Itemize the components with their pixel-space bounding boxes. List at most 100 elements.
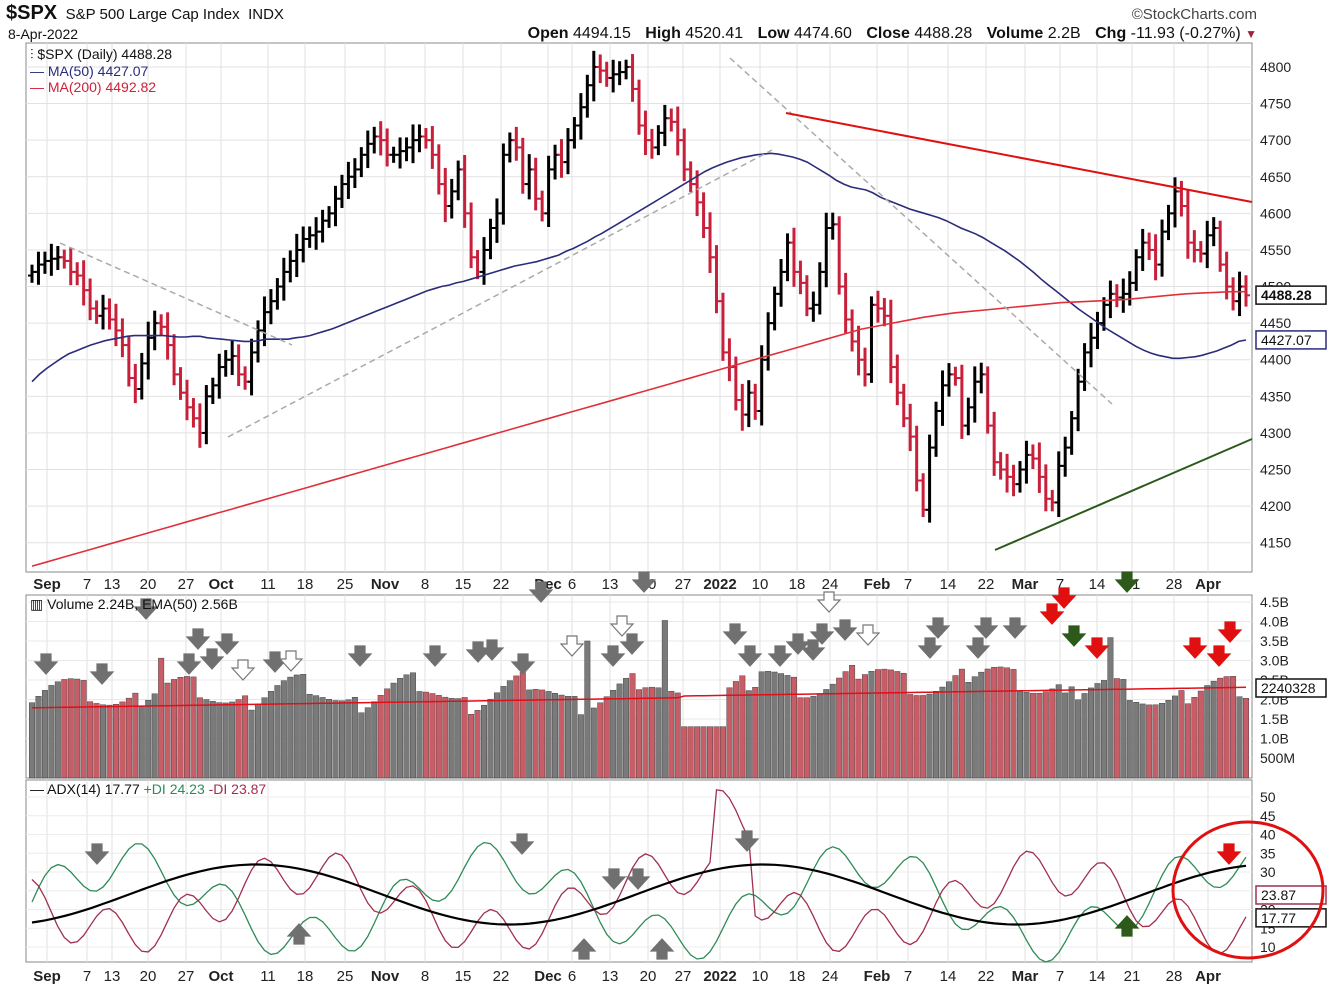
x-tick-label: 13 (602, 576, 619, 593)
x-tick-label: 28 (1166, 576, 1183, 593)
volume-bar (1184, 703, 1191, 779)
volume-bar (1017, 690, 1023, 779)
x-tick-label: 2022 (703, 968, 736, 985)
x-tick-label: 28 (1166, 968, 1183, 985)
volume-bar (300, 674, 307, 779)
volume-bar (752, 687, 759, 779)
price-tick-label: 4250 (1260, 462, 1291, 478)
volume-bar (1230, 676, 1237, 779)
volume-bar (435, 695, 442, 779)
volume-tick-label: 3.5B (1260, 633, 1289, 649)
volume-bar (616, 683, 623, 779)
volume-bar (739, 675, 746, 779)
volume-bar (558, 694, 565, 779)
volume-bar (500, 686, 507, 779)
volume-bar (1243, 698, 1249, 779)
x-tick-label: 11 (260, 576, 276, 593)
volume-bar (196, 697, 203, 779)
adx-tick-label: 30 (1260, 864, 1276, 880)
price-tick-label: 4200 (1260, 498, 1291, 514)
red-down-arrow-icon (1039, 603, 1065, 625)
volume-bar (306, 693, 313, 779)
volume-bar (190, 676, 197, 779)
volume-bar (681, 726, 688, 779)
price-legend-main: ⫶ $SPX (Daily) 4488.28 (30, 46, 173, 62)
volume-bar (1236, 696, 1243, 779)
down-arrow-icon (422, 645, 448, 667)
volume-bar (1042, 691, 1049, 779)
x-tick-label: 7 (1056, 576, 1064, 593)
volume-bar (610, 690, 617, 779)
hollow-down-arrow-icon (559, 635, 585, 657)
volume-bar (1120, 679, 1127, 779)
volume-bar (112, 703, 119, 779)
x-tick-label: 27 (675, 968, 692, 985)
x-tick-label: 25 (337, 576, 354, 593)
x-tick-label: 18 (297, 576, 314, 593)
x-tick-label: Sep (33, 576, 61, 593)
volume-bar (577, 714, 584, 779)
volume-legend: ▥ Volume 2.24B, EMA(50) 2.56B (30, 596, 238, 612)
volume-bar (184, 676, 190, 779)
volume-bar (526, 689, 533, 779)
volume-bar (913, 695, 920, 779)
volume-bar (442, 696, 449, 779)
volume-bar (1049, 688, 1056, 779)
volume-bar (713, 726, 720, 779)
minus-di-badge-box (1255, 885, 1327, 905)
red-down-arrow-icon (1217, 621, 1243, 643)
volume-bar (816, 693, 823, 779)
volume-bar (177, 676, 184, 779)
volume-bar (293, 674, 300, 779)
price-tick-label: 4150 (1260, 535, 1291, 551)
down-arrow-icon (479, 639, 505, 661)
volume-bar (603, 696, 610, 779)
volume-bar (474, 710, 481, 779)
volume-bar (274, 685, 281, 779)
volume-bar (1139, 703, 1146, 779)
down-arrow-icon (510, 653, 536, 675)
volume-bar (642, 687, 649, 779)
volume-bar (1081, 693, 1088, 779)
adx-tick-label: 40 (1260, 827, 1276, 843)
volume-badge: 2240328 (1261, 680, 1316, 696)
price-tick-label: 4550 (1260, 242, 1291, 258)
x-tick-label: 24 (822, 968, 839, 985)
adx-badge: 17.77 (1261, 910, 1296, 926)
volume-bar (823, 689, 830, 779)
volume-bar (545, 691, 552, 779)
volume-bar (926, 693, 933, 779)
volume-tick-label: 500M (1260, 750, 1295, 766)
down-arrow-icon (528, 581, 554, 603)
bar-icon: ⫶ (30, 46, 34, 62)
volume-bar (668, 690, 675, 779)
dashed-trendline (729, 57, 1113, 405)
volume-bar (506, 680, 513, 779)
volume-bar (87, 701, 94, 779)
adx-legend-pdi: +DI 24.23 (143, 781, 205, 797)
volume-bar (41, 690, 48, 779)
adx-line (31, 863, 1247, 926)
volume-bar (565, 695, 571, 779)
volume-bar (971, 676, 978, 779)
volume-bar (1029, 693, 1036, 779)
volume-bar (661, 620, 668, 779)
x-tick-label: 2022 (703, 576, 736, 593)
down-arrow-icon (84, 843, 110, 865)
high-value: 4520.41 (685, 25, 744, 42)
adx-tick-label: 10 (1260, 939, 1276, 955)
volume-bar (138, 706, 145, 779)
volume-bar (326, 699, 332, 779)
volume-bar (119, 701, 126, 779)
volume-bar (836, 677, 843, 779)
x-tick-label: 15 (455, 576, 472, 593)
volume-bar (422, 691, 429, 779)
down-arrow-icon (737, 645, 763, 667)
down-arrow-icon (734, 830, 760, 852)
volume-bar (319, 697, 326, 779)
minus-di-line (31, 789, 1247, 955)
x-tick-label: 22 (493, 968, 510, 985)
index-name: S&P 500 Large Cap Index (65, 6, 240, 23)
volume-bar (1113, 678, 1120, 779)
green-up-arrow-icon (1114, 915, 1140, 937)
